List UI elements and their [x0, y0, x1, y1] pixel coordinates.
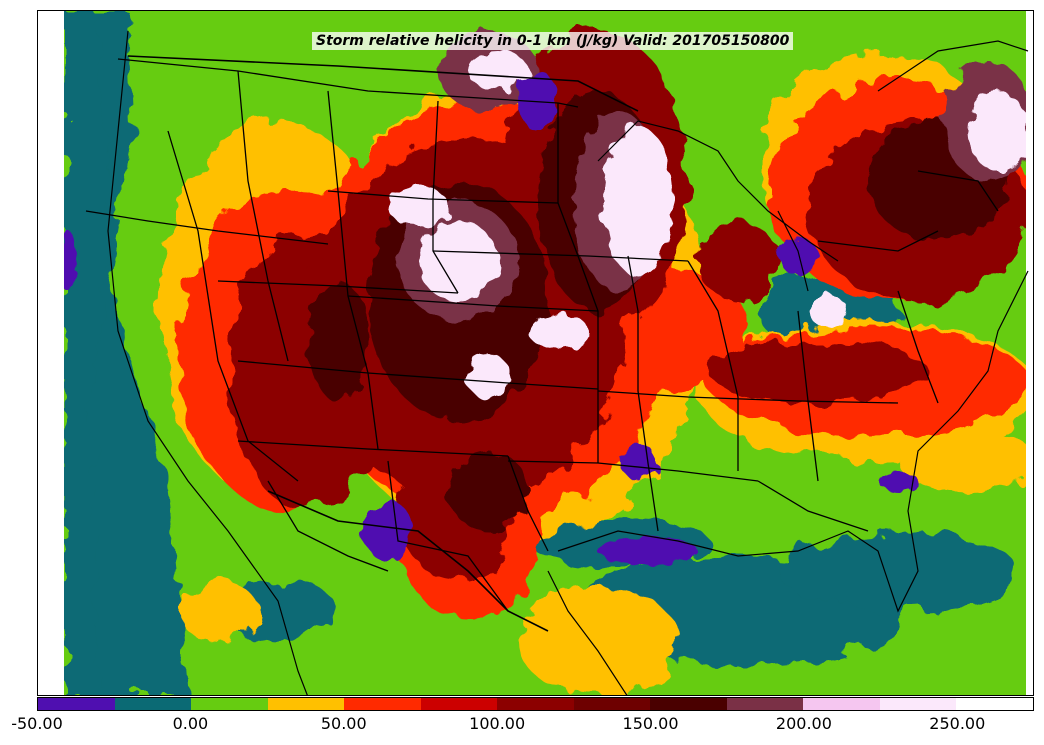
- coastlines: [107, 30, 1029, 695]
- colorbar-segment: [114, 698, 192, 710]
- map-title: Storm relative helicity in 0-1 km (J/kg)…: [312, 32, 794, 50]
- colorbar-segment: [879, 698, 957, 710]
- colorbar-segment: [803, 698, 880, 710]
- colorbar-segment: [726, 698, 804, 710]
- colorbar-tick-label: 250.00: [929, 714, 986, 733]
- colorbar-segment: [956, 698, 1033, 710]
- colorbar-ticks: -50.00 0.00 50.00 100.00 150.00 200.00 250.00: [0, 714, 1044, 738]
- colorbar-segment: [650, 698, 727, 710]
- colorbar-tick-label: 0.00: [172, 714, 209, 733]
- helicity-field-map: [64, 11, 1029, 695]
- colorbar-segment: [497, 698, 574, 710]
- colorbar-segment: [344, 698, 421, 710]
- colorbar: [37, 697, 1034, 711]
- colorbar-segment: [420, 698, 498, 710]
- state-borders: [85, 58, 999, 612]
- colorbar-segment: [267, 698, 345, 710]
- colorbar-tick-label: 50.00: [320, 714, 367, 733]
- map-panel: Storm relative helicity in 0-1 km (J/kg)…: [37, 10, 1034, 696]
- helicity-shading: [64, 11, 1026, 695]
- colorbar-segment: [573, 698, 651, 710]
- colorbar-tick-label: 200.00: [775, 714, 832, 733]
- colorbar-segment: [38, 698, 115, 710]
- colorbar-tick-label: 100.00: [469, 714, 526, 733]
- colorbar-segment: [191, 698, 268, 710]
- country-borders: [127, 55, 639, 632]
- colorbar-tick-label: -50.00: [11, 714, 63, 733]
- colorbar-tick-label: 150.00: [622, 714, 679, 733]
